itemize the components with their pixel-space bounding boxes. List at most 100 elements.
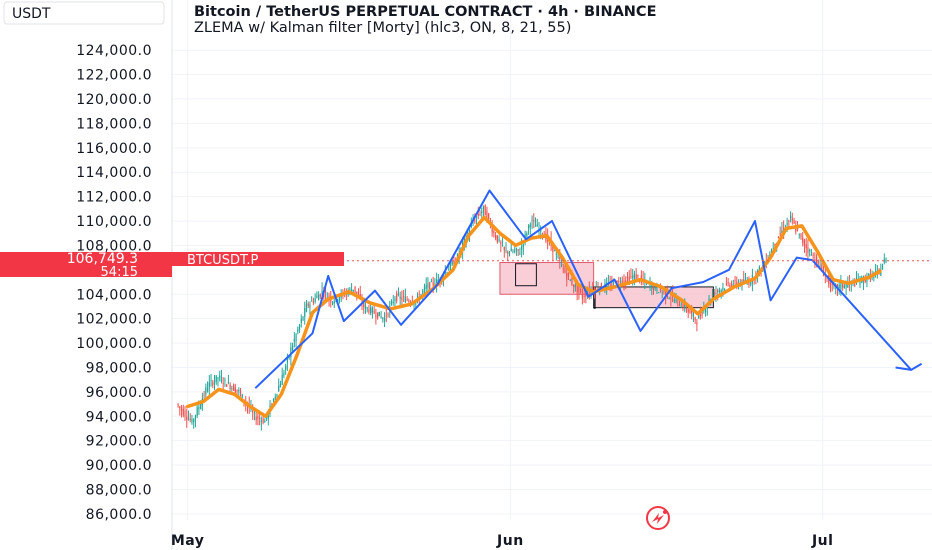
candle-body bbox=[522, 244, 524, 247]
candle-body bbox=[831, 283, 833, 285]
candle-body bbox=[821, 264, 823, 270]
candle-body bbox=[501, 244, 504, 246]
candle-body bbox=[840, 283, 842, 290]
candle-body bbox=[564, 266, 566, 273]
price-tick-label: 98,000.0 bbox=[86, 360, 152, 376]
candle-body bbox=[399, 296, 401, 299]
candle-body bbox=[553, 250, 556, 252]
candle-body bbox=[396, 293, 398, 301]
candle-body bbox=[698, 315, 700, 319]
candle-body bbox=[385, 315, 387, 317]
candle-body bbox=[257, 415, 259, 419]
candle-body bbox=[670, 298, 672, 300]
candle-body bbox=[724, 289, 726, 291]
candle-body bbox=[276, 394, 278, 397]
highlight-zone bbox=[515, 263, 537, 287]
candle-body bbox=[311, 300, 313, 302]
candle-body bbox=[845, 283, 847, 288]
candle-body bbox=[215, 375, 217, 382]
candle-body bbox=[260, 420, 262, 423]
time-tick-label: Jul bbox=[811, 533, 833, 549]
candle-body bbox=[611, 281, 613, 287]
candle-body bbox=[212, 382, 214, 385]
candle-body bbox=[507, 251, 509, 254]
candle-body bbox=[290, 347, 292, 358]
candle-body bbox=[253, 412, 256, 414]
candle-body bbox=[838, 284, 840, 288]
currency-label: USDT bbox=[12, 6, 51, 22]
candle-body bbox=[283, 372, 285, 377]
candle-body bbox=[580, 289, 582, 293]
candle-body bbox=[798, 233, 800, 235]
candle-body bbox=[259, 417, 261, 420]
candle-body bbox=[652, 285, 655, 290]
candle-body bbox=[717, 289, 719, 292]
price-tick-label: 122,000.0 bbox=[76, 68, 152, 84]
candle-body bbox=[383, 318, 386, 322]
candle-body bbox=[680, 306, 682, 308]
currency-selector[interactable]: USDT bbox=[3, 1, 165, 25]
price-tick-label: 92,000.0 bbox=[86, 434, 152, 450]
pattern-drawing bbox=[254, 189, 923, 389]
candle-body bbox=[637, 274, 639, 277]
price-tick-label: 90,000.0 bbox=[86, 458, 152, 474]
candle-body bbox=[659, 286, 662, 291]
currency-selector-box[interactable] bbox=[3, 1, 165, 25]
candle-body bbox=[689, 309, 691, 314]
candle-body bbox=[177, 404, 179, 406]
price-axis[interactable]: 124,000.0 122,000.0 120,000.0 118,000.0 116,… bbox=[76, 0, 173, 550]
candle-body bbox=[380, 316, 382, 318]
candle-body bbox=[626, 276, 629, 278]
candle-body bbox=[628, 276, 630, 282]
candle-body bbox=[377, 312, 379, 319]
candle-body bbox=[685, 305, 688, 311]
candle-body bbox=[231, 388, 233, 390]
candle-body bbox=[692, 313, 695, 317]
candle-body bbox=[184, 410, 186, 417]
candle-body bbox=[574, 285, 577, 287]
zlema-path bbox=[185, 215, 882, 419]
candle-body bbox=[500, 242, 502, 244]
candle-body bbox=[581, 294, 583, 299]
candle-body bbox=[482, 205, 485, 210]
logo-icon bbox=[646, 506, 670, 530]
candle-body bbox=[314, 298, 316, 302]
candle-body bbox=[810, 254, 813, 256]
candle-body bbox=[319, 294, 321, 297]
candle-body bbox=[297, 329, 299, 332]
candle-body bbox=[781, 230, 783, 234]
candle-body bbox=[186, 416, 188, 420]
candle-body bbox=[633, 273, 636, 280]
time-axis[interactable]: May Jun Jul bbox=[171, 533, 834, 549]
candle-body bbox=[566, 273, 568, 280]
candle-body bbox=[493, 231, 495, 233]
candle-body bbox=[373, 310, 375, 314]
candle-body bbox=[302, 316, 304, 320]
candle-body bbox=[375, 315, 377, 318]
candle-body bbox=[210, 380, 212, 382]
indicator-title: ZLEMA w/ Kalman filter [Morty] (hlc3, ON… bbox=[194, 20, 571, 36]
candle-body bbox=[809, 249, 811, 252]
candle-body bbox=[278, 386, 280, 392]
candle-body bbox=[552, 242, 554, 253]
candle-body bbox=[234, 387, 236, 393]
candle-body bbox=[423, 286, 426, 291]
candle-body bbox=[425, 285, 427, 289]
candle-body bbox=[750, 282, 752, 285]
candle-body bbox=[382, 317, 384, 319]
candle-body bbox=[213, 380, 216, 384]
candle-body bbox=[847, 284, 849, 288]
candle-body bbox=[777, 236, 780, 238]
candle-body bbox=[885, 259, 887, 263]
candle-body bbox=[691, 310, 693, 314]
symbol-badge-box bbox=[172, 252, 344, 266]
price-tick-label: 110,000.0 bbox=[76, 214, 152, 230]
candle-body bbox=[514, 250, 516, 252]
candle-body bbox=[774, 243, 776, 247]
candle-body bbox=[651, 283, 653, 289]
candle-body bbox=[368, 309, 370, 313]
candle-body bbox=[390, 301, 393, 305]
candle-body bbox=[222, 383, 224, 385]
candle-body bbox=[517, 249, 519, 251]
